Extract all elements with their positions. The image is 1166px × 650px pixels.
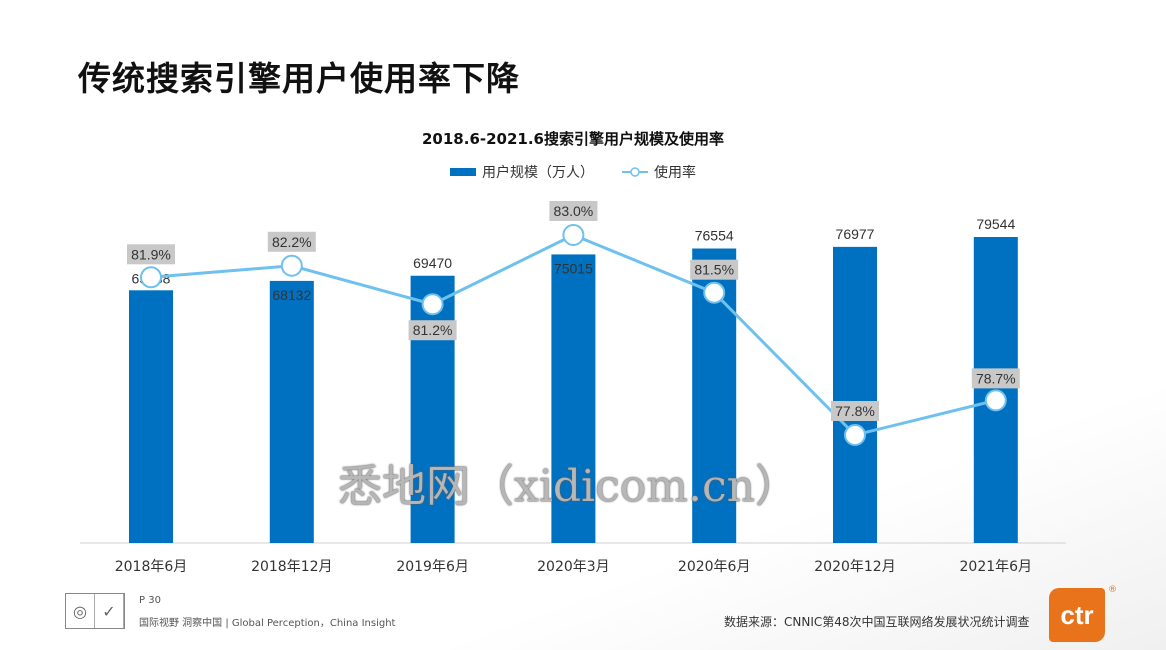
bar bbox=[269, 280, 314, 543]
rate-label-box bbox=[831, 400, 879, 421]
rate-value-label: 78.7% bbox=[976, 370, 1016, 386]
certification-logo: ◎ ✓ bbox=[65, 593, 125, 629]
rate-label-box bbox=[408, 320, 457, 341]
legend-label: 使用率 bbox=[654, 165, 696, 181]
page-title: 传统搜索引擎用户使用率下降 bbox=[78, 59, 520, 98]
rate-point bbox=[280, 254, 303, 277]
rate-point bbox=[984, 389, 1007, 412]
rate-point bbox=[562, 224, 585, 246]
registered-icon: ® bbox=[1108, 585, 1117, 595]
bar bbox=[833, 246, 877, 543]
bar bbox=[551, 254, 596, 543]
bar-value-label: 76554 bbox=[695, 228, 734, 244]
bar bbox=[410, 275, 455, 543]
x-tick-label: 2020年3月 bbox=[537, 559, 610, 575]
x-tick-label: 2021年6月 bbox=[960, 559, 1033, 575]
bar-value-label: 79544 bbox=[976, 216, 1015, 232]
data-source: 数据来源：CNNIC第48次中国互联网络发展状况统计调查 bbox=[724, 615, 1030, 629]
rate-point bbox=[140, 266, 162, 289]
chart-legend: 用户规模（万人） 使用率 bbox=[0, 162, 1146, 182]
ctr-logo: ctr bbox=[1049, 588, 1105, 642]
rate-point bbox=[421, 293, 444, 316]
rate-label-box bbox=[267, 231, 316, 252]
bar-value-label: 76977 bbox=[836, 226, 875, 242]
x-tick-label: 2020年6月 bbox=[678, 559, 751, 575]
rate-value-label: 83.0% bbox=[554, 203, 594, 219]
page-number: P 30 bbox=[139, 595, 161, 606]
rate-point bbox=[844, 423, 866, 446]
chart-title: 2018.6-2021.6搜索引擎用户规模及使用率 bbox=[422, 130, 724, 148]
rate-label-box bbox=[549, 201, 598, 221]
bar bbox=[129, 290, 173, 543]
rate-value-label: 81.5% bbox=[694, 262, 734, 278]
slogan: 国际视野 洞察中国 | Global Perception，China Insi… bbox=[139, 618, 396, 629]
x-tick-label: 2018年6月 bbox=[115, 559, 188, 575]
bar-value-label: 68132 bbox=[272, 287, 311, 303]
legend-item-line: 使用率 bbox=[622, 162, 696, 182]
legend-line-swatch bbox=[622, 167, 648, 177]
x-tick-label: 2019年6月 bbox=[396, 559, 469, 575]
bar-value-label: 75015 bbox=[554, 260, 593, 276]
legend-label: 用户规模（万人） bbox=[482, 165, 594, 181]
rate-label-box bbox=[971, 368, 1020, 389]
rate-label-box bbox=[690, 259, 739, 280]
rate-value-label: 81.9% bbox=[131, 246, 171, 262]
rate-value-label: 81.2% bbox=[413, 322, 453, 338]
rate-value-label: 77.8% bbox=[835, 403, 875, 419]
rate-label-box bbox=[127, 244, 175, 265]
bar-value-label: 69470 bbox=[413, 255, 452, 271]
rate-point bbox=[703, 281, 726, 304]
legend-item-bar: 用户规模（万人） bbox=[450, 162, 594, 182]
rate-value-label: 82.2% bbox=[272, 234, 312, 250]
x-tick-label: 2020年12月 bbox=[814, 559, 895, 575]
x-tick-label: 2018年12月 bbox=[251, 559, 332, 575]
legend-bar-swatch bbox=[450, 168, 476, 176]
